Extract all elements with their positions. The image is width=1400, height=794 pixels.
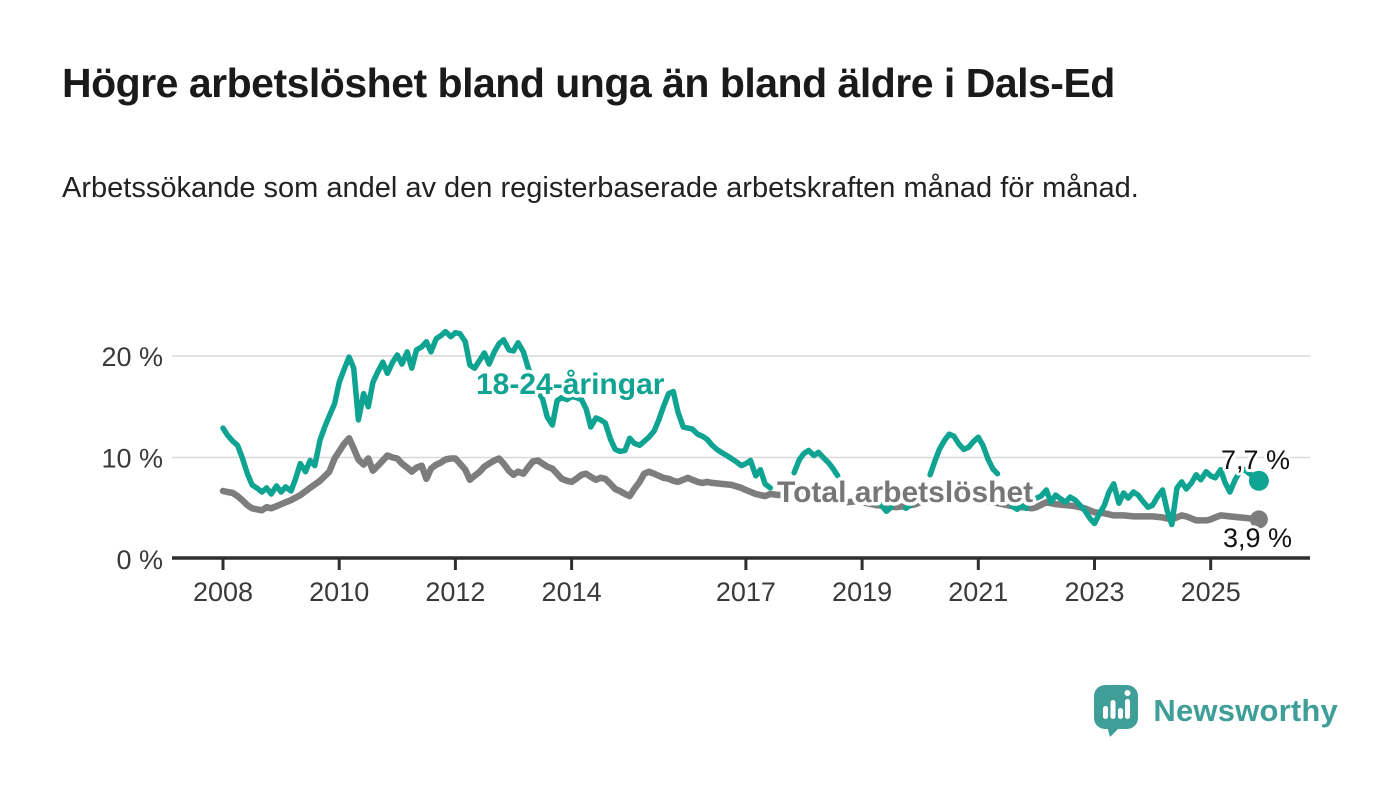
x-tick-label: 2008 bbox=[193, 577, 253, 607]
x-tick-label: 2010 bbox=[309, 577, 369, 607]
end-value-label-young: 7,7 % bbox=[1221, 445, 1290, 475]
gridlines bbox=[172, 355, 1310, 459]
axis-tick-labels: 2008 2010 2012 2014 2017 2019 2021 2023 2025 0 % 1… bbox=[101, 342, 1240, 607]
x-tick-label: 2014 bbox=[542, 577, 602, 607]
series-line-segment bbox=[791, 447, 841, 479]
newsworthy-branding: Newsworthy bbox=[1093, 684, 1338, 738]
series-lines bbox=[219, 328, 1269, 529]
series-end-dot bbox=[1248, 470, 1269, 491]
x-tick-label: 2017 bbox=[716, 577, 776, 607]
x-tick-label: 2019 bbox=[832, 577, 892, 607]
series-young bbox=[220, 328, 1269, 528]
x-tick-label: 2021 bbox=[948, 577, 1008, 607]
series-label-18-24: 18-24-åringar bbox=[476, 368, 665, 401]
series-total bbox=[219, 434, 1268, 529]
brand-name: Newsworthy bbox=[1153, 693, 1338, 728]
series-line-segment bbox=[902, 502, 914, 512]
x-axis bbox=[172, 556, 1310, 570]
y-tick-label: 10 % bbox=[101, 444, 163, 474]
y-tick-label: 0 % bbox=[116, 545, 163, 575]
series-line-segment bbox=[219, 434, 1263, 524]
series-end-dot bbox=[1249, 510, 1268, 529]
series-line-segment bbox=[220, 328, 774, 497]
end-value-label-total: 3,9 % bbox=[1223, 523, 1292, 553]
series-line-segment bbox=[1009, 502, 1030, 513]
chart-subtitle: Arbetssökande som andel av den registerb… bbox=[62, 172, 1139, 204]
series-line-segment bbox=[1033, 466, 1262, 528]
x-tick-label: 2023 bbox=[1064, 577, 1124, 607]
x-tick-label: 2025 bbox=[1181, 577, 1241, 607]
newsworthy-logo-icon bbox=[1094, 685, 1139, 737]
series-label-total: Total arbetslöshet bbox=[777, 476, 1033, 509]
page-title: Högre arbetslöshet bland unga än bland ä… bbox=[62, 60, 1115, 106]
x-tick-label: 2012 bbox=[425, 577, 485, 607]
series-line-segment bbox=[878, 502, 894, 515]
series-line-segment bbox=[927, 431, 1001, 478]
y-tick-label: 20 % bbox=[101, 342, 163, 372]
